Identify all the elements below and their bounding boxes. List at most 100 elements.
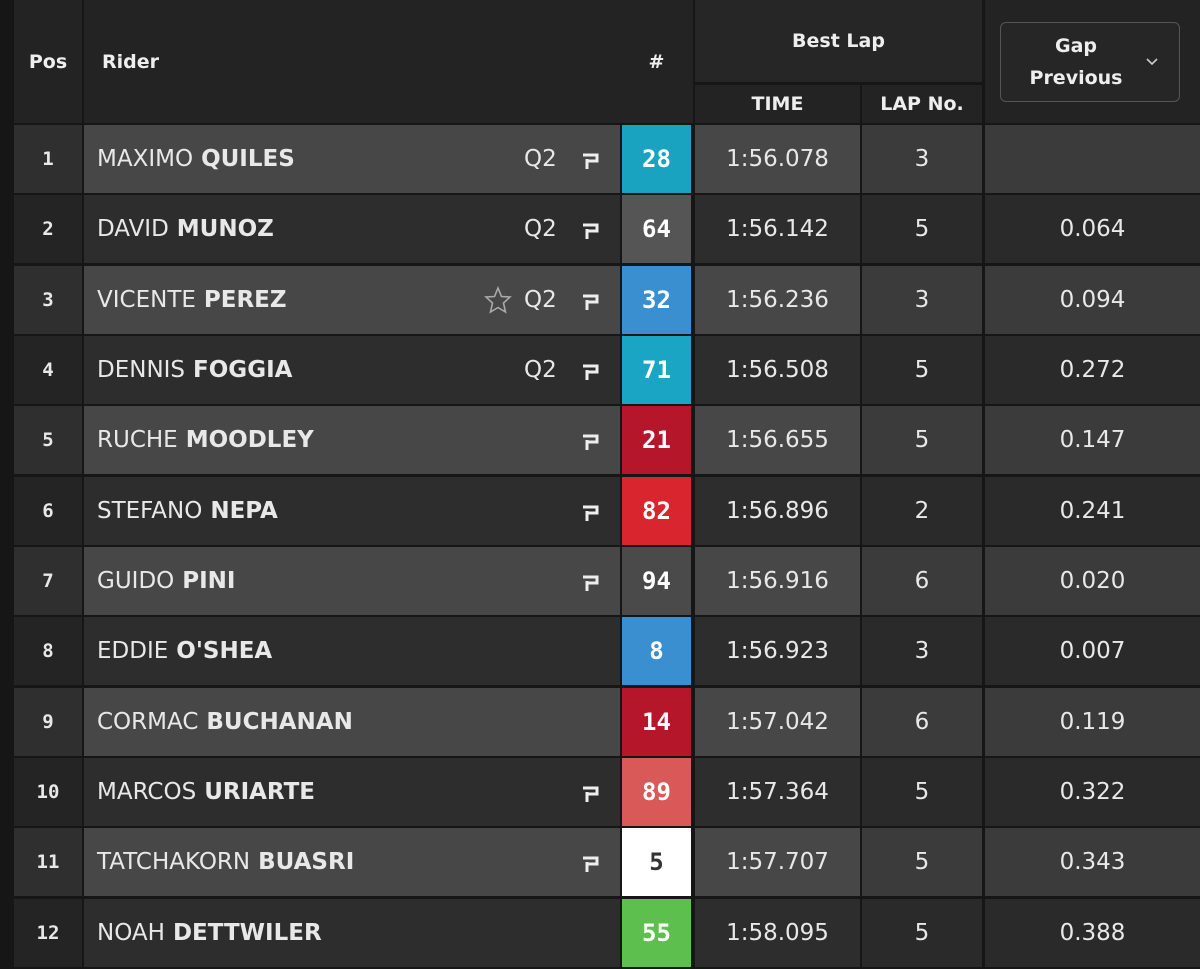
gap-previous: 0.064 [985,195,1200,264]
first-name: MAXIMO [97,146,194,172]
gap-previous: 0.147 [985,406,1200,475]
rider-number: 94 [622,546,691,615]
rider-cell: DAVID MUNOZ Q2 [84,195,620,264]
first-name: RUCHE [97,427,178,454]
last-name: PEREZ [203,286,287,313]
position: 2 [14,195,82,264]
first-name: NOAH [97,919,165,946]
rider-number: 55 [622,898,691,967]
lap-number: 6 [862,546,982,615]
first-name: EDDIE [97,638,169,665]
gap-previous: 0.272 [985,335,1200,404]
status-icon [583,153,599,169]
first-name: CORMAC [97,708,199,735]
gap-previous: 0.094 [985,265,1200,334]
table-row: 3 VICENTE PEREZ Q2 32 1:56.236 3 0.094 [0,265,1200,334]
lap-number: 5 [862,335,982,404]
rider-number: 64 [622,195,691,264]
last-name: NEPA [210,497,278,524]
lap-number: 5 [862,757,982,826]
lap-number: 3 [862,265,982,334]
best-lap-time: 1:56.655 [695,406,860,475]
best-lap-time: 1:57.364 [695,757,860,826]
last-name: DETTWILER [172,919,322,946]
position: 10 [14,757,82,826]
best-lap-time: 1:56.078 [695,125,860,193]
last-name: BUASRI [258,849,355,876]
gap-previous: 0.388 [985,898,1200,967]
table-row: 10 MARCOS URIARTE 89 1:57.364 5 0.322 [0,757,1200,826]
table-row: 2 DAVID MUNOZ Q2 64 1:56.142 5 0.064 [0,195,1200,264]
first-name: MARCOS [97,778,197,805]
table-row: 7 GUIDO PINI 94 1:56.916 6 0.020 [0,546,1200,615]
rider-cell: DENNIS FOGGIA Q2 [84,335,620,404]
lap-number: 2 [862,476,982,545]
best-lap-time: 1:58.095 [695,898,860,967]
table-row: 1 MAXIMO QUILES Q2 28 1:56.078 3 [0,125,1200,193]
position: 3 [14,265,82,334]
lap-number: 5 [862,828,982,897]
last-name: FOGGIA [193,356,293,383]
rider-number: 8 [622,617,691,686]
best-lap-time: 1:56.916 [695,546,860,615]
rider-number: 32 [622,265,691,334]
rider-cell: CORMAC BUCHANAN [84,687,620,756]
rider-number: 71 [622,335,691,404]
table-row: 6 STEFANO NEPA 82 1:56.896 2 0.241 [0,476,1200,545]
last-name: MUNOZ [176,216,274,243]
status-icon [583,223,599,240]
last-name: URIARTE [204,778,316,805]
gap-previous: 0.007 [985,617,1200,686]
rider-cell: MAXIMO QUILES Q2 [84,125,620,193]
table-row: 12 NOAH DETTWILER 55 1:58.095 5 0.388 [0,898,1200,967]
chevron-icon [1146,58,1158,66]
rider-cell: RUCHE MOODLEY [84,406,620,475]
gap-dropdown[interactable]: Gap Previous [1000,22,1180,102]
gap-previous [985,125,1200,193]
star-icon[interactable] [484,285,512,314]
rider-number: 28 [622,125,691,193]
time-header: TIME [695,85,860,123]
status-icon [583,434,599,451]
rider-number: 89 [622,757,691,826]
rider-cell: STEFANO NEPA [84,476,620,545]
best-lap-header: Best Lap [695,0,982,82]
rider-cell: NOAH DETTWILER [84,898,620,967]
table-row: 9 CORMAC BUCHANAN 14 1:57.042 6 0.119 [0,687,1200,756]
table-row: 8 EDDIE O'SHEA 8 1:56.923 3 0.007 [0,617,1200,686]
last-name: QUILES [201,146,295,172]
first-name: STEFANO [97,497,203,524]
first-name: TATCHAKORN [97,849,251,876]
position: 4 [14,335,82,404]
gap-previous: 0.119 [985,687,1200,756]
first-name: DAVID [97,216,169,243]
lap-number: 5 [862,406,982,475]
position: 7 [14,546,82,615]
position: 1 [14,125,82,193]
table-row: 11 TATCHAKORN BUASRI 5 1:57.707 5 0.343 [0,828,1200,897]
status-icon [583,575,599,591]
table-row: 4 DENNIS FOGGIA Q2 71 1:56.508 5 0.272 [0,335,1200,404]
number-header: # [620,0,693,123]
last-name: MOODLEY [185,427,314,454]
lap-number: 5 [862,195,982,264]
position: 11 [14,828,82,897]
rider-number: 21 [622,406,691,475]
best-lap-time: 1:56.236 [695,265,860,334]
session-tag: Q2 [524,146,557,172]
best-lap-time: 1:56.923 [695,617,860,686]
session-tag: Q2 [524,286,557,313]
position: 12 [14,898,82,967]
lap-number: 5 [862,898,982,967]
lap-number: 3 [862,125,982,193]
position: 5 [14,406,82,475]
lap-number: 3 [862,617,982,686]
lap-number: 6 [862,687,982,756]
lap-header: LAP No. [862,85,982,123]
pos-header: Pos [14,0,82,123]
status-icon [583,856,599,873]
session-tag: Q2 [524,216,557,243]
rider-cell: MARCOS URIARTE [84,757,620,826]
rider-header: Rider [84,0,620,123]
